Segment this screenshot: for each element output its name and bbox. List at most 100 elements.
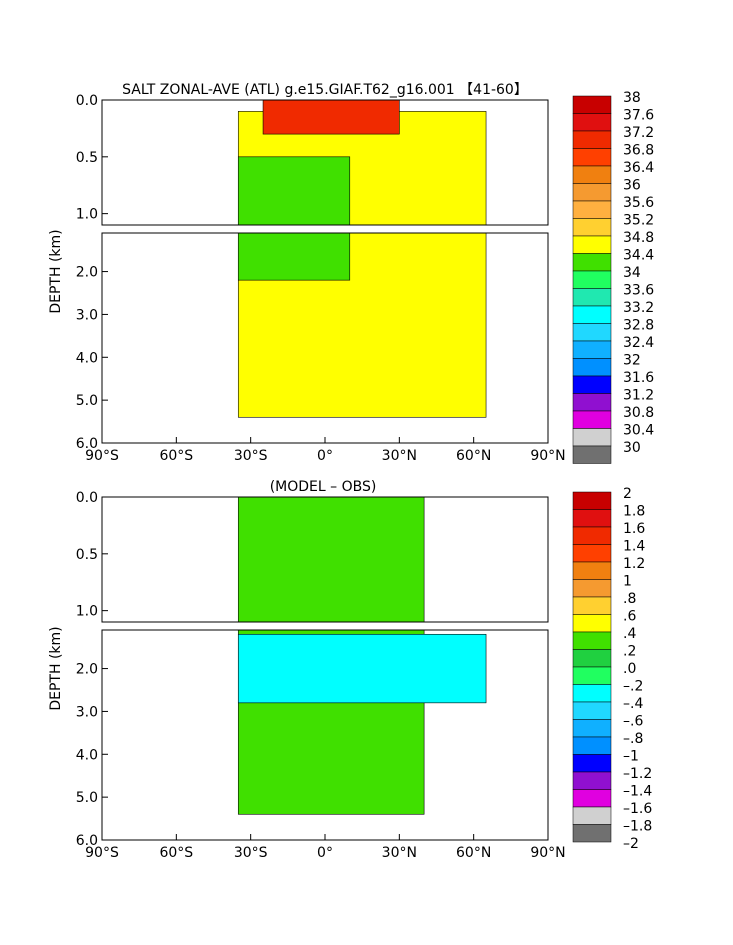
colorbar-swatch bbox=[572, 824, 612, 843]
x-tick-label: 90°S bbox=[85, 448, 119, 464]
colorbar-label: 30.8 bbox=[623, 405, 654, 421]
y-tick-label: 0.5 bbox=[76, 547, 98, 563]
colorbar-swatch bbox=[572, 789, 612, 808]
colorbar-swatch bbox=[572, 771, 612, 790]
colorbar-swatch bbox=[572, 130, 612, 149]
colorbar-label: 31.6 bbox=[623, 370, 654, 386]
x-tick-label: 0° bbox=[317, 845, 333, 861]
x-tick-label: 60°N bbox=[456, 448, 491, 464]
colorbar-swatch bbox=[572, 631, 612, 650]
colorbar-label: 32 bbox=[623, 353, 641, 369]
colorbar-swatch bbox=[572, 288, 612, 307]
y-tick-label: 4.0 bbox=[76, 747, 98, 763]
colorbar-label: 1.6 bbox=[623, 521, 645, 537]
y-tick-label: 5.0 bbox=[76, 790, 98, 806]
colorbar-label: .8 bbox=[623, 591, 636, 607]
colorbar-label: 36.8 bbox=[623, 143, 654, 159]
colorbar-label: 30 bbox=[623, 440, 641, 456]
x-tick-label: 60°N bbox=[456, 845, 491, 861]
colorbar-swatch bbox=[572, 323, 612, 342]
colorbar-label: 32.8 bbox=[623, 318, 654, 334]
colorbar-swatch bbox=[572, 596, 612, 615]
colorbar-label: 36.4 bbox=[623, 160, 654, 176]
colorbar-label: –1.8 bbox=[623, 819, 652, 835]
colorbar-swatch bbox=[572, 183, 612, 202]
colorbar-label: 35.6 bbox=[623, 195, 654, 211]
x-tick-label: 60°S bbox=[159, 845, 193, 861]
colorbar-swatch bbox=[572, 806, 612, 825]
y-tick-label: 3.0 bbox=[76, 704, 98, 720]
y-tick-label: 0.5 bbox=[76, 150, 98, 166]
y-tick-label: 1.0 bbox=[76, 207, 98, 223]
field-regions bbox=[237, 100, 487, 418]
colorbar-label: –.8 bbox=[623, 731, 643, 747]
colorbar-label: 34.8 bbox=[623, 230, 654, 246]
colorbar-label: –.2 bbox=[623, 679, 643, 695]
colorbar-label: –1.6 bbox=[623, 801, 652, 817]
colorbar-label: –.4 bbox=[623, 696, 643, 712]
x-tick-label: 0° bbox=[317, 448, 333, 464]
colorbar-swatch bbox=[572, 253, 612, 272]
colorbar-swatch bbox=[572, 666, 612, 685]
x-tick-label: 90°N bbox=[530, 448, 565, 464]
y-tick-label: 2.0 bbox=[76, 662, 98, 678]
colorbar-swatch bbox=[572, 719, 612, 738]
x-tick-label: 60°S bbox=[159, 448, 193, 464]
colorbar-swatch bbox=[572, 649, 612, 668]
field-regions bbox=[237, 497, 487, 815]
colorbar-label: 30.4 bbox=[623, 423, 654, 439]
colorbar-label: –1.2 bbox=[623, 766, 652, 782]
y-tick-label: 3.0 bbox=[76, 307, 98, 323]
colorbar-label: 33.2 bbox=[623, 300, 654, 316]
colorbar-swatch bbox=[572, 410, 612, 429]
region-positive-bias bbox=[237, 497, 425, 622]
colorbar-label: 1 bbox=[623, 574, 632, 590]
x-tick-label: 30°N bbox=[382, 845, 417, 861]
colorbar-label: 35.2 bbox=[623, 213, 654, 229]
colorbar-swatch bbox=[572, 509, 612, 528]
colorbar-swatch bbox=[572, 358, 612, 377]
colorbar-label: 34.4 bbox=[623, 248, 654, 264]
y-tick-label: 0.0 bbox=[76, 93, 98, 109]
y-tick-label: 0.0 bbox=[76, 490, 98, 506]
colorbar-swatch bbox=[572, 614, 612, 633]
colorbar-swatch bbox=[572, 491, 612, 510]
y-axis-label: DEPTH (km) bbox=[48, 626, 64, 710]
region-negative-bias bbox=[237, 633, 487, 704]
colorbar-label: 31.2 bbox=[623, 388, 654, 404]
region-southern-intermediate bbox=[237, 233, 351, 281]
colorbar-swatch bbox=[572, 165, 612, 184]
colorbar-label: 1.8 bbox=[623, 504, 645, 520]
y-tick-label: 6.0 bbox=[76, 436, 98, 452]
colorbar-swatch bbox=[572, 544, 612, 563]
y-axis-label: DEPTH (km) bbox=[48, 229, 64, 313]
colorbar-swatch bbox=[572, 561, 612, 580]
colorbar-swatch bbox=[572, 428, 612, 447]
colorbar-swatch bbox=[572, 305, 612, 324]
colorbar-swatch bbox=[572, 445, 612, 464]
colorbar-label: 37.6 bbox=[623, 108, 654, 124]
chart-salinity: SALT ZONAL-AVE (ATL) g.e15.GIAF.T62_g16.… bbox=[48, 82, 654, 464]
x-tick-label: 90°N bbox=[530, 845, 565, 861]
colorbar-label: 34 bbox=[623, 265, 641, 281]
colorbar-label: 1.4 bbox=[623, 539, 645, 555]
chart-title: (MODEL – OBS) bbox=[270, 479, 377, 495]
colorbar-swatch bbox=[572, 200, 612, 219]
region-subtropical-max bbox=[262, 100, 400, 135]
colorbar-label: 2 bbox=[623, 486, 632, 502]
colorbar-swatch bbox=[572, 95, 612, 114]
y-tick-label: 5.0 bbox=[76, 393, 98, 409]
colorbar-swatch bbox=[572, 393, 612, 412]
x-tick-label: 90°S bbox=[85, 845, 119, 861]
colorbar-swatch bbox=[572, 113, 612, 132]
upper-panel-frame bbox=[101, 496, 549, 623]
colorbar-label: .2 bbox=[623, 644, 636, 660]
colorbar-label: 36 bbox=[623, 178, 641, 194]
colorbar-swatch bbox=[572, 701, 612, 720]
colorbar: 21.81.61.41.21.8.6.4.2.0–.2–.4–.6–.8–1–1… bbox=[572, 486, 652, 852]
colorbar-swatch bbox=[572, 736, 612, 755]
y-tick-label: 6.0 bbox=[76, 833, 98, 849]
colorbar-label: .6 bbox=[623, 609, 636, 625]
